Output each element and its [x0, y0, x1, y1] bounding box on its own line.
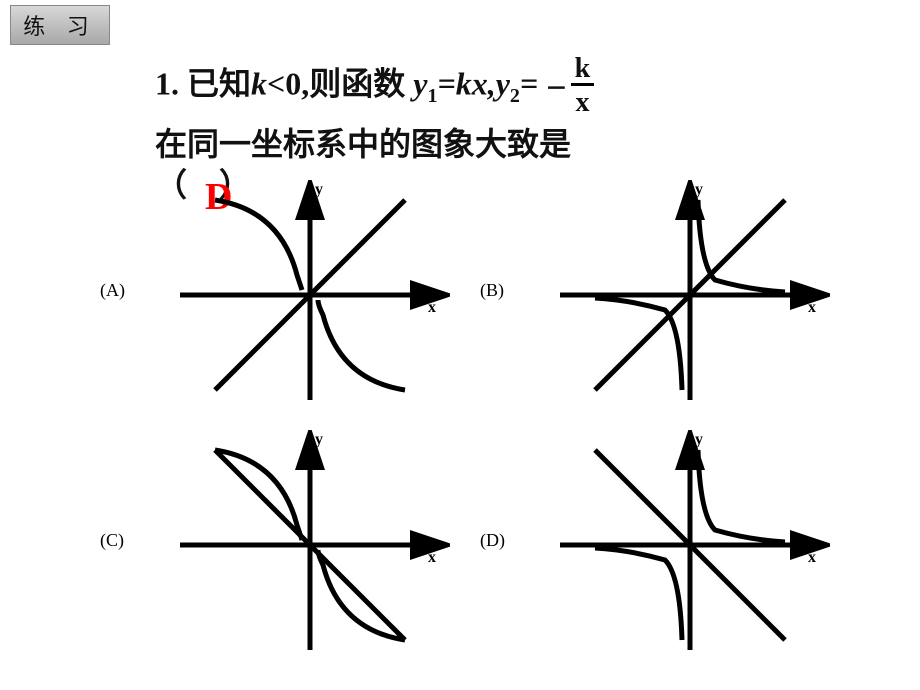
q-line2: 在同一坐标系中的图象大致是: [155, 126, 571, 162]
q-sub1: 1: [427, 85, 437, 107]
q-part-1a: 1. 已知: [155, 66, 251, 102]
q-frac-den: x: [571, 86, 595, 120]
practice-button: 练 习: [10, 5, 110, 45]
graph-option-b: (B) y x: [460, 180, 860, 430]
axis-y-c: y: [315, 431, 323, 448]
q-frac-num: k: [571, 55, 595, 86]
q-eq1: =kx,: [437, 66, 495, 102]
q-k: k: [251, 66, 267, 102]
q-part-1c: <0,则函数: [267, 66, 413, 102]
axis-x-b: x: [808, 299, 816, 316]
q-y1: y: [413, 66, 427, 102]
graph-option-d: (D) y x: [460, 430, 860, 680]
axis-y-a: y: [315, 181, 323, 198]
q-fraction: kx: [571, 55, 595, 120]
practice-label: 练 习: [23, 9, 97, 41]
axis-x-d: x: [808, 549, 816, 566]
axis-y-b: y: [695, 181, 703, 198]
axis-x-c: x: [428, 549, 436, 566]
q-y2: y: [496, 66, 510, 102]
graph-option-a: (A) y x: [80, 180, 480, 430]
q-sub2: 2: [510, 85, 520, 107]
axis-x-a: x: [428, 299, 436, 316]
axis-y-d: y: [695, 431, 703, 448]
option-label-d: (D): [480, 530, 505, 551]
option-label-b: (B): [480, 280, 504, 301]
option-label-a: (A): [100, 280, 125, 301]
q-minus: −: [546, 67, 567, 107]
graph-option-c: (C) y x: [80, 430, 480, 680]
option-label-c: (C): [100, 530, 124, 551]
q-eq2: =: [520, 66, 546, 102]
graphs-container: (A) y x (B) y: [80, 180, 880, 680]
question-text: 1. 已知k<0,则函数 y1=kx,y2= −kx 在同一坐标系中的图象大致是: [155, 55, 855, 168]
